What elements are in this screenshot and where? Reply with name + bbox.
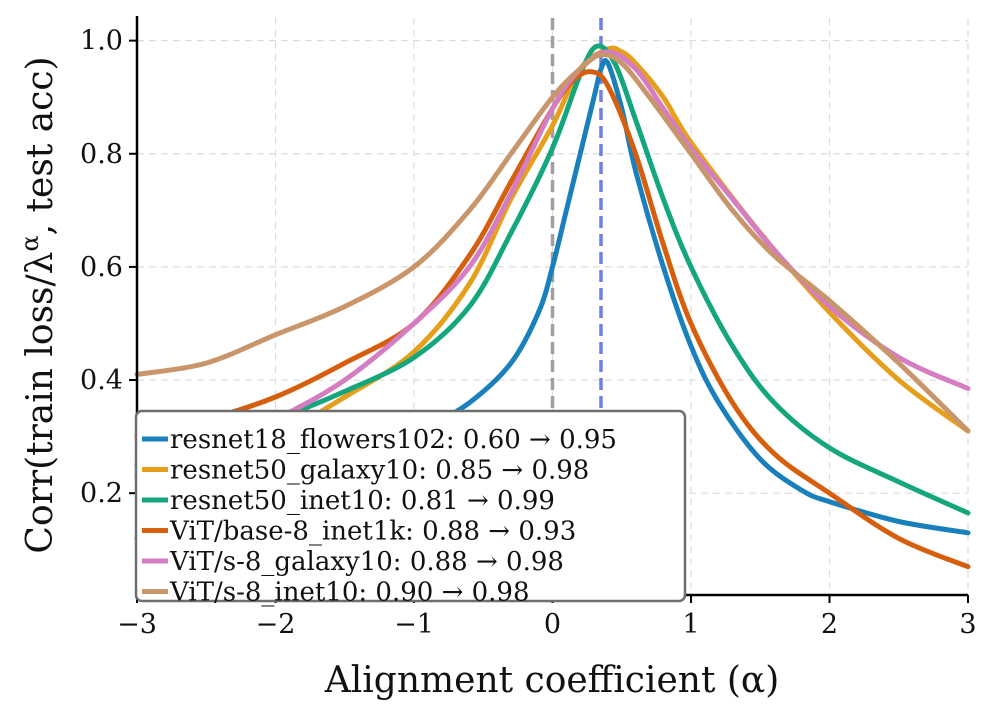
x-tick-label-3: −3 <box>117 609 157 640</box>
x-tick-label-2: −2 <box>256 609 296 640</box>
legend-label-resnet18-flowers102: resnet18_flowers102: 0.60 → 0.95 <box>170 425 617 455</box>
y-tick-label-1: 1.0 <box>80 26 123 57</box>
y-tick-label-0-4: 0.4 <box>80 365 123 396</box>
y-tick-label-0-2: 0.2 <box>80 478 123 509</box>
x-tick-label-1: −1 <box>394 609 434 640</box>
y-axis-label-tail: , test acc) <box>20 56 61 235</box>
reference-lines <box>550 18 603 595</box>
y-axis-label-main: Corr(train loss/λ <box>20 252 61 554</box>
x-tick-label-1: 1 <box>682 609 699 640</box>
series-line-vit-base-8-inet1k <box>134 69 971 570</box>
x-axis-label: Alignment coefficient (α) <box>324 660 780 701</box>
y-axis-label-sup: α <box>16 235 44 251</box>
x-tick-label-2: 2 <box>821 609 838 640</box>
y-tick-label-0-6: 0.6 <box>80 252 123 283</box>
legend-box <box>134 409 687 603</box>
legend-label-resnet50-inet10: resnet50_inet10: 0.81 → 0.99 <box>170 486 555 516</box>
legend-label-vit-s-8-galaxy10: ViT/s-8_galaxy10: 0.88 → 0.98 <box>169 547 564 577</box>
x-tick-label-0: 0 <box>544 609 561 640</box>
series-line-vit-s-8-inet10 <box>134 52 971 434</box>
y-axis-label: Corr(train loss/λα, test acc) <box>16 56 61 553</box>
x-tick-label-3: 3 <box>959 609 976 640</box>
legend-label-vit-base-8-inet1k: ViT/base-8_inet1k: 0.88 → 0.93 <box>169 517 576 547</box>
legend-label-vit-s-8-inet10: ViT/s-8_inet10: 0.90 → 0.98 <box>169 578 530 608</box>
legend-label-resnet50-galaxy10: resnet50_galaxy10: 0.85 → 0.98 <box>170 456 589 486</box>
legend: resnet18_flowers102: 0.60 → 0.95resnet50… <box>134 409 687 608</box>
y-tick-label-0-8: 0.8 <box>80 139 123 170</box>
series-line-resnet50-inet10 <box>134 43 971 516</box>
